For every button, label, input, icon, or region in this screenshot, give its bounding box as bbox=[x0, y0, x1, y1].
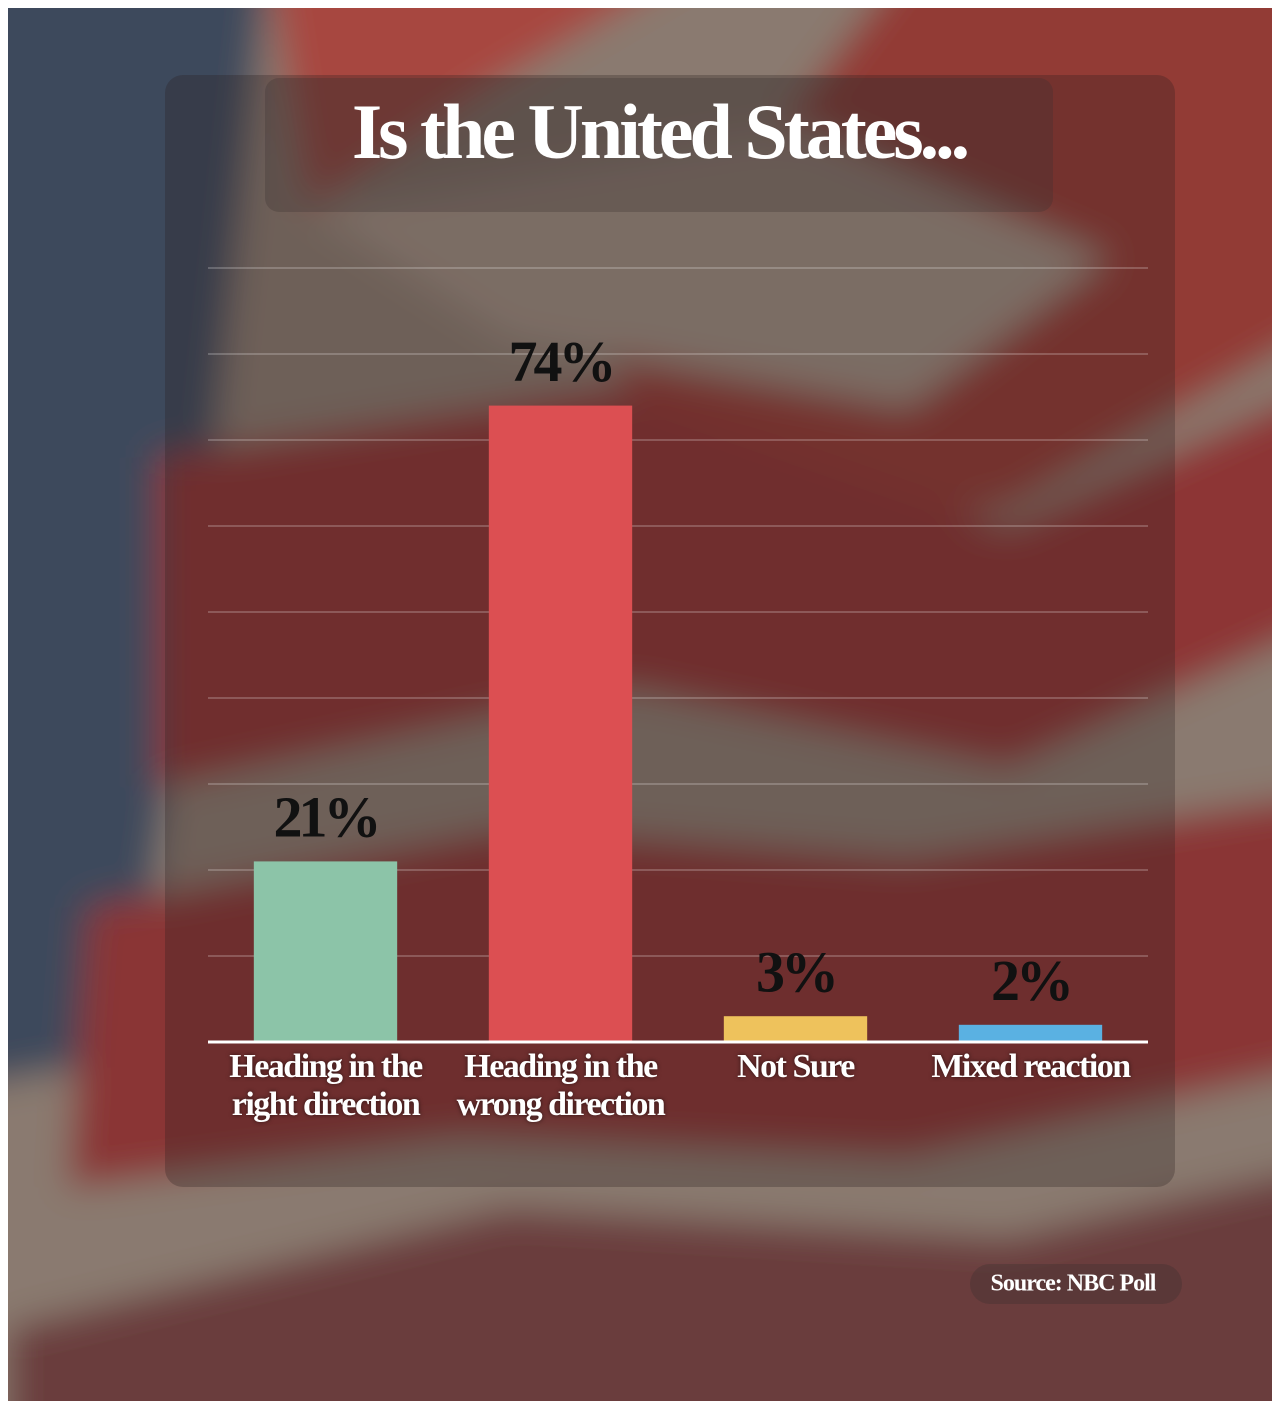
x-tick-label: Heading in the wrong direction bbox=[456, 1048, 666, 1123]
source: Source: NBC Poll bbox=[991, 1271, 1157, 1297]
chart: Is the United States... Source: NBC Poll… bbox=[208, 88, 1158, 1297]
flag-background bbox=[8, 8, 1272, 1401]
value-label: 74% bbox=[509, 329, 613, 394]
value-label: 3% bbox=[756, 940, 835, 1005]
bar bbox=[958, 1024, 1103, 1042]
chart-title: Is the United States... bbox=[352, 88, 968, 175]
value-label: 2% bbox=[991, 948, 1070, 1013]
x-tick-label: Heading in the right direction bbox=[229, 1048, 423, 1123]
bar bbox=[253, 861, 398, 1042]
value-label: 21% bbox=[274, 785, 378, 850]
bar bbox=[488, 405, 633, 1043]
bar bbox=[723, 1016, 868, 1042]
x-tick-label: Not Sure bbox=[737, 1048, 855, 1085]
x-tick-label: Mixed reaction bbox=[931, 1048, 1131, 1085]
infographic: Is the United States... Source: NBC Poll… bbox=[8, 8, 1272, 1401]
